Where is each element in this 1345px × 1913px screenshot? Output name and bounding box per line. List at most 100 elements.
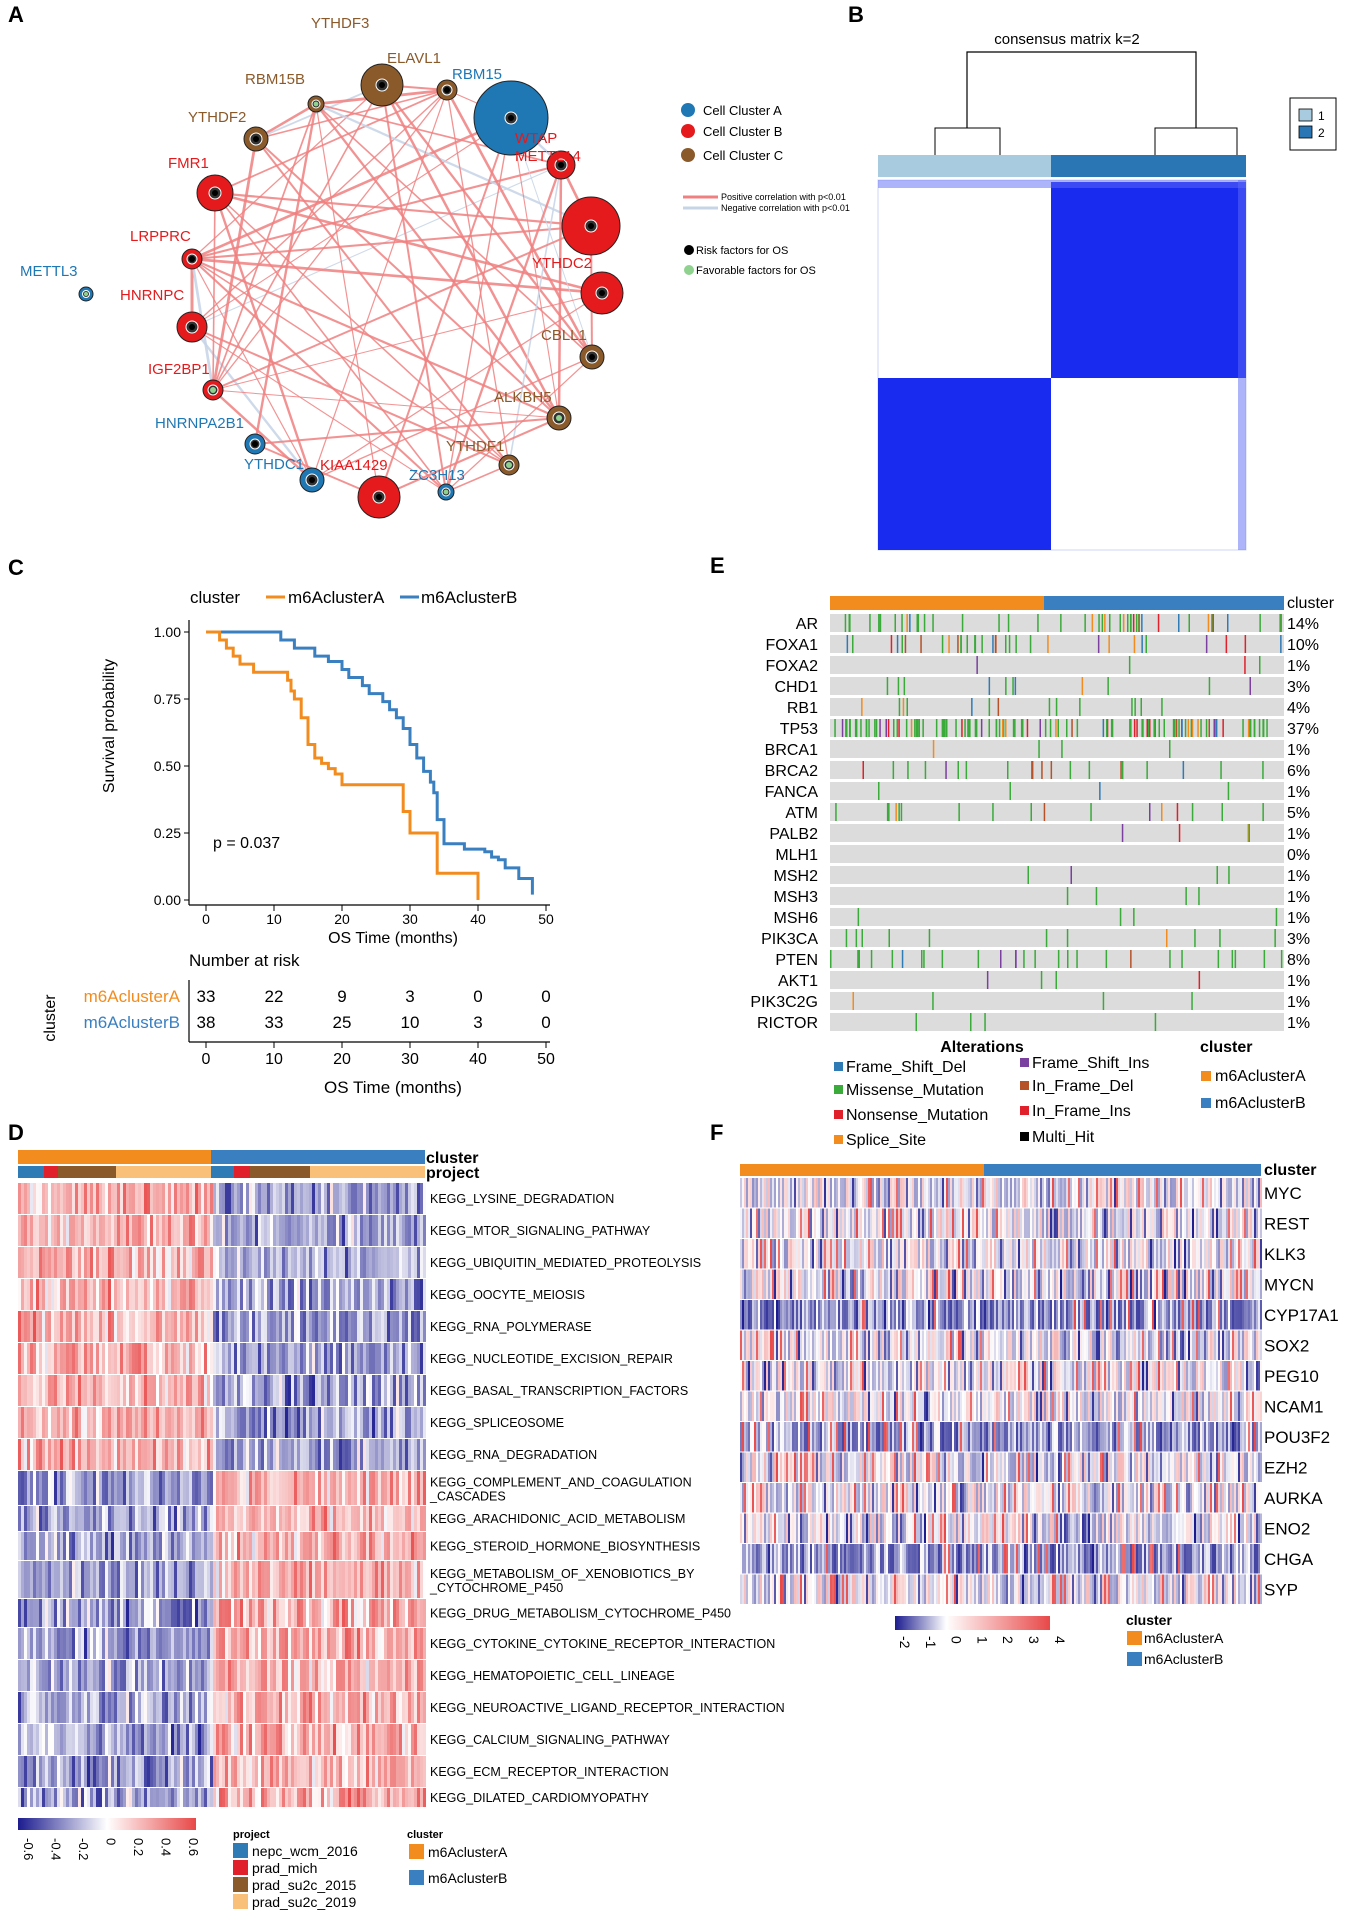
gsva-cell — [33, 1439, 36, 1470]
marker-cell — [904, 1330, 906, 1360]
gsva-cell — [252, 1724, 255, 1755]
gsva-cell — [387, 1343, 390, 1374]
marker-cell — [964, 1330, 966, 1360]
oncoprint-mutation — [1030, 803, 1032, 821]
gsva-cell — [87, 1439, 90, 1470]
gsva-cell — [321, 1279, 324, 1310]
gsva-cell — [327, 1471, 330, 1505]
gsva-cell — [408, 1599, 411, 1627]
oncoprint-mutation — [1102, 992, 1105, 1010]
gsva-cell — [264, 1532, 267, 1560]
gsva-cell — [120, 1692, 123, 1723]
gsva-cell — [372, 1788, 375, 1807]
gsva-cell — [390, 1407, 393, 1438]
marker-cell — [854, 1208, 856, 1238]
marker-cell — [968, 1208, 970, 1238]
gsva-cell — [240, 1439, 243, 1470]
marker-cell — [1226, 1178, 1228, 1208]
marker-cell — [796, 1178, 798, 1208]
gsva-cell — [279, 1788, 282, 1807]
oncoprint-mutation — [879, 719, 881, 737]
oncoprint-mutation — [932, 992, 934, 1010]
gsva-cell — [342, 1247, 345, 1278]
marker-cell — [1142, 1300, 1144, 1330]
gsva-cell — [249, 1788, 252, 1807]
gsva-cell — [396, 1471, 399, 1505]
gsva-cell — [183, 1439, 186, 1470]
gsva-cell — [21, 1692, 24, 1723]
gsva-cell — [186, 1343, 189, 1374]
gsva-cell — [69, 1311, 72, 1342]
gsva-cell — [183, 1407, 186, 1438]
gsva-cell — [369, 1506, 372, 1531]
marker-cell — [1178, 1208, 1180, 1238]
gsva-cell — [240, 1756, 243, 1787]
gsva-cell — [318, 1692, 321, 1723]
gsva-cell — [366, 1247, 369, 1278]
gsva-cell — [210, 1788, 213, 1807]
gsva-cell — [321, 1756, 324, 1787]
marker-cell — [824, 1269, 826, 1299]
gsva-cell — [294, 1660, 297, 1691]
gsva-cell — [399, 1215, 402, 1246]
gsva-cell — [33, 1599, 36, 1627]
gsva-cell — [111, 1788, 114, 1807]
gsva-cell — [234, 1506, 237, 1531]
marker-cell — [834, 1300, 836, 1330]
marker-cell — [918, 1330, 920, 1360]
marker-cell — [1164, 1269, 1166, 1299]
gsva-cell — [279, 1343, 282, 1374]
gsva-cell — [126, 1439, 129, 1470]
marker-cell — [1016, 1208, 1018, 1238]
marker-cell — [906, 1269, 908, 1299]
gsva-cell — [102, 1599, 105, 1627]
network-edge — [212, 389, 313, 481]
marker-cell — [790, 1269, 792, 1299]
gsva-cell — [153, 1407, 156, 1438]
gsva-row-label: KEGG_OOCYTE_MEIOSIS — [430, 1288, 585, 1302]
marker-cell — [770, 1330, 772, 1360]
gsva-cell — [141, 1788, 144, 1807]
gsva-cell — [252, 1788, 255, 1807]
marker-cell — [1072, 1239, 1074, 1269]
gsva-cell — [267, 1660, 270, 1691]
marker-cell — [1098, 1239, 1100, 1269]
marker-cell — [744, 1239, 746, 1269]
network-node: YTHDF3 — [311, 15, 404, 107]
marker-cell — [772, 1239, 774, 1269]
panel-f: F cluster MYCRESTKLK3MYCNCYP17A1SOX2PEG1… — [710, 1120, 1339, 1667]
gsva-cell — [150, 1279, 153, 1310]
marker-cell — [976, 1208, 978, 1238]
marker-cell — [976, 1239, 978, 1269]
marker-cell — [770, 1269, 772, 1299]
marker-heatmap — [740, 1178, 1262, 1604]
gsva-cell — [120, 1247, 123, 1278]
marker-cell — [958, 1300, 960, 1330]
gsva-cell — [396, 1599, 399, 1627]
marker-cell — [968, 1239, 970, 1269]
gsva-cell — [180, 1561, 183, 1598]
marker-cell — [802, 1178, 804, 1208]
gsva-cell — [213, 1628, 216, 1659]
oncoprint-mutation — [986, 971, 989, 989]
marker-cell — [892, 1330, 894, 1360]
network-edge — [315, 103, 560, 419]
gsva-cell — [381, 1788, 384, 1807]
marker-cell — [814, 1239, 816, 1269]
gsva-row-label: KEGG_ARACHIDONIC_ACID_METABOLISM — [430, 1512, 685, 1526]
oncoprint-gene-label: MSH6 — [774, 910, 819, 927]
marker-cell — [1092, 1239, 1094, 1269]
oncoprint-mutation — [1130, 614, 1132, 632]
marker-cell — [990, 1208, 992, 1238]
gsva-cell — [66, 1311, 69, 1342]
gsva-cell — [183, 1183, 186, 1214]
gsva-cell — [408, 1724, 411, 1755]
gsva-cell — [168, 1561, 171, 1598]
gsva-cell — [276, 1561, 279, 1598]
marker-cell — [804, 1208, 806, 1238]
gsva-cell — [93, 1724, 96, 1755]
marker-cell — [904, 1208, 906, 1238]
gsva-cell — [225, 1628, 228, 1659]
marker-cell — [1170, 1178, 1172, 1208]
gsva-cell — [375, 1660, 378, 1691]
